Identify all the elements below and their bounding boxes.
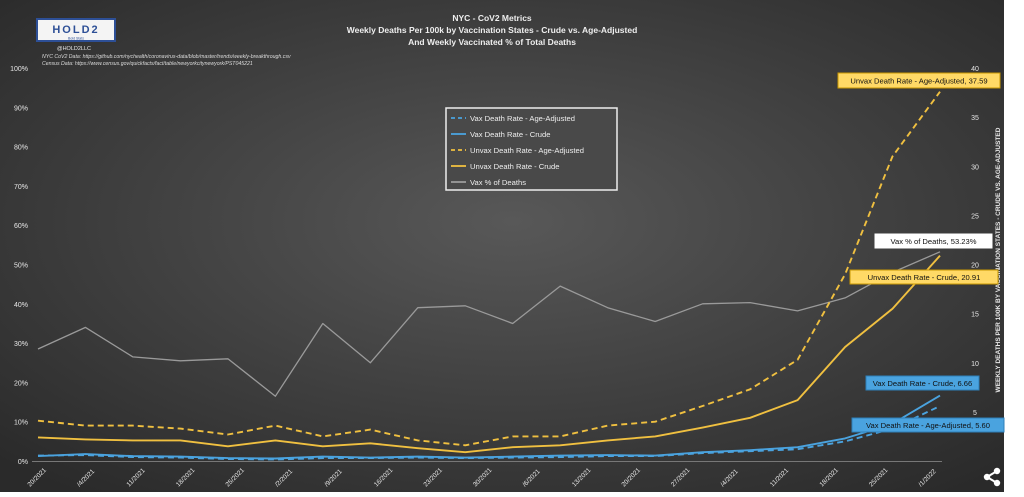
share-button[interactable] xyxy=(974,462,1010,492)
y-left-tick-label: 70% xyxy=(14,184,28,191)
y-right-tick-label: 40 xyxy=(971,66,979,73)
y-left-tick-label: 0% xyxy=(18,459,28,466)
y-left-tick-label: 100% xyxy=(10,66,28,73)
annotation-box xyxy=(849,269,999,285)
y-left-tick-label: 60% xyxy=(14,223,28,230)
y-left-tick-label: 80% xyxy=(14,145,28,152)
y-right-tick-label: 25 xyxy=(971,213,979,220)
y-left-tick-label: 10% xyxy=(14,420,28,427)
source-line-1: NYC CoV2 Data: https://github.com/nychea… xyxy=(42,54,291,60)
legend-box xyxy=(445,107,618,191)
y-left-tick-label: 30% xyxy=(14,341,28,348)
legend-label: Vax Death Rate - Crude xyxy=(470,130,550,139)
annotation-box xyxy=(865,375,980,391)
y-left-tick-label: 40% xyxy=(14,302,28,309)
y-right-tick-label: 5 xyxy=(973,410,977,417)
right-axis-label: WEEKLY DEATHS PER 100K BY VACCINATION ST… xyxy=(995,127,1002,392)
annotation-label: Vax Death Rate - Age-Adjusted, 5.60 xyxy=(866,421,990,430)
logo-subtext: Bold Stats xyxy=(68,37,84,41)
y-right-tick-label: 20 xyxy=(971,263,979,270)
right-margin xyxy=(1004,0,1024,492)
y-left-tick-label: 90% xyxy=(14,105,28,112)
chart-subtitle-2: And Weekly Vaccinated % of Total Deaths xyxy=(408,37,576,47)
annotations: Unvax Death Rate - Age-Adjusted, 37.59 Va… xyxy=(837,72,1005,433)
share-icon xyxy=(983,467,1001,487)
annotation-label: Unvax Death Rate - Age-Adjusted, 37.59 xyxy=(850,77,987,86)
y-right-tick-label: 30 xyxy=(971,164,979,171)
series-line-unvax-death-rate-age-adjusted xyxy=(37,91,941,447)
legend-label: Unvax Death Rate - Crude xyxy=(470,162,559,171)
series-line-vax-death-rate-crude xyxy=(37,394,941,460)
source-line-2: Census Data: https://www.census.gov/quic… xyxy=(42,61,253,67)
series-line-vax-of-deaths xyxy=(37,251,941,397)
legend-label: Vax Death Rate - Age-Adjusted xyxy=(470,114,575,123)
annotation-label: Vax % of Deaths, 53.23% xyxy=(891,237,977,246)
legend-label: Vax % of Deaths xyxy=(470,178,526,187)
y-right-tick-label: 15 xyxy=(971,312,979,319)
logo-text: HOLD2 xyxy=(52,24,99,36)
series-line-unvax-death-rate-crude xyxy=(37,254,941,454)
y-left-tick-label: 20% xyxy=(14,380,28,387)
series-lines xyxy=(37,91,941,461)
annotation-box xyxy=(851,417,1005,433)
y-left-tick-label: 50% xyxy=(14,263,28,270)
annotation-label: Unvax Death Rate - Crude, 20.91 xyxy=(868,273,981,282)
y-right-tick-label: 10 xyxy=(971,361,979,368)
logo-handle: @HOLD2LLC xyxy=(57,46,91,52)
legend-label: Unvax Death Rate - Age-Adjusted xyxy=(470,146,584,155)
chart-title: NYC - CoV2 Metrics xyxy=(452,13,532,23)
chart-subtitle: Weekly Deaths Per 100k by Vaccination St… xyxy=(347,25,638,35)
logo: HOLD2 Bold Stats @HOLD2LLC xyxy=(36,18,116,52)
annotation-label: Vax Death Rate - Crude, 6.66 xyxy=(873,379,972,388)
y-right-tick-label: 35 xyxy=(971,115,979,122)
annotation-box xyxy=(874,233,993,249)
legend: Vax Death Rate - Age-Adjusted Vax Death R… xyxy=(445,107,618,191)
annotation-box xyxy=(837,72,1001,89)
